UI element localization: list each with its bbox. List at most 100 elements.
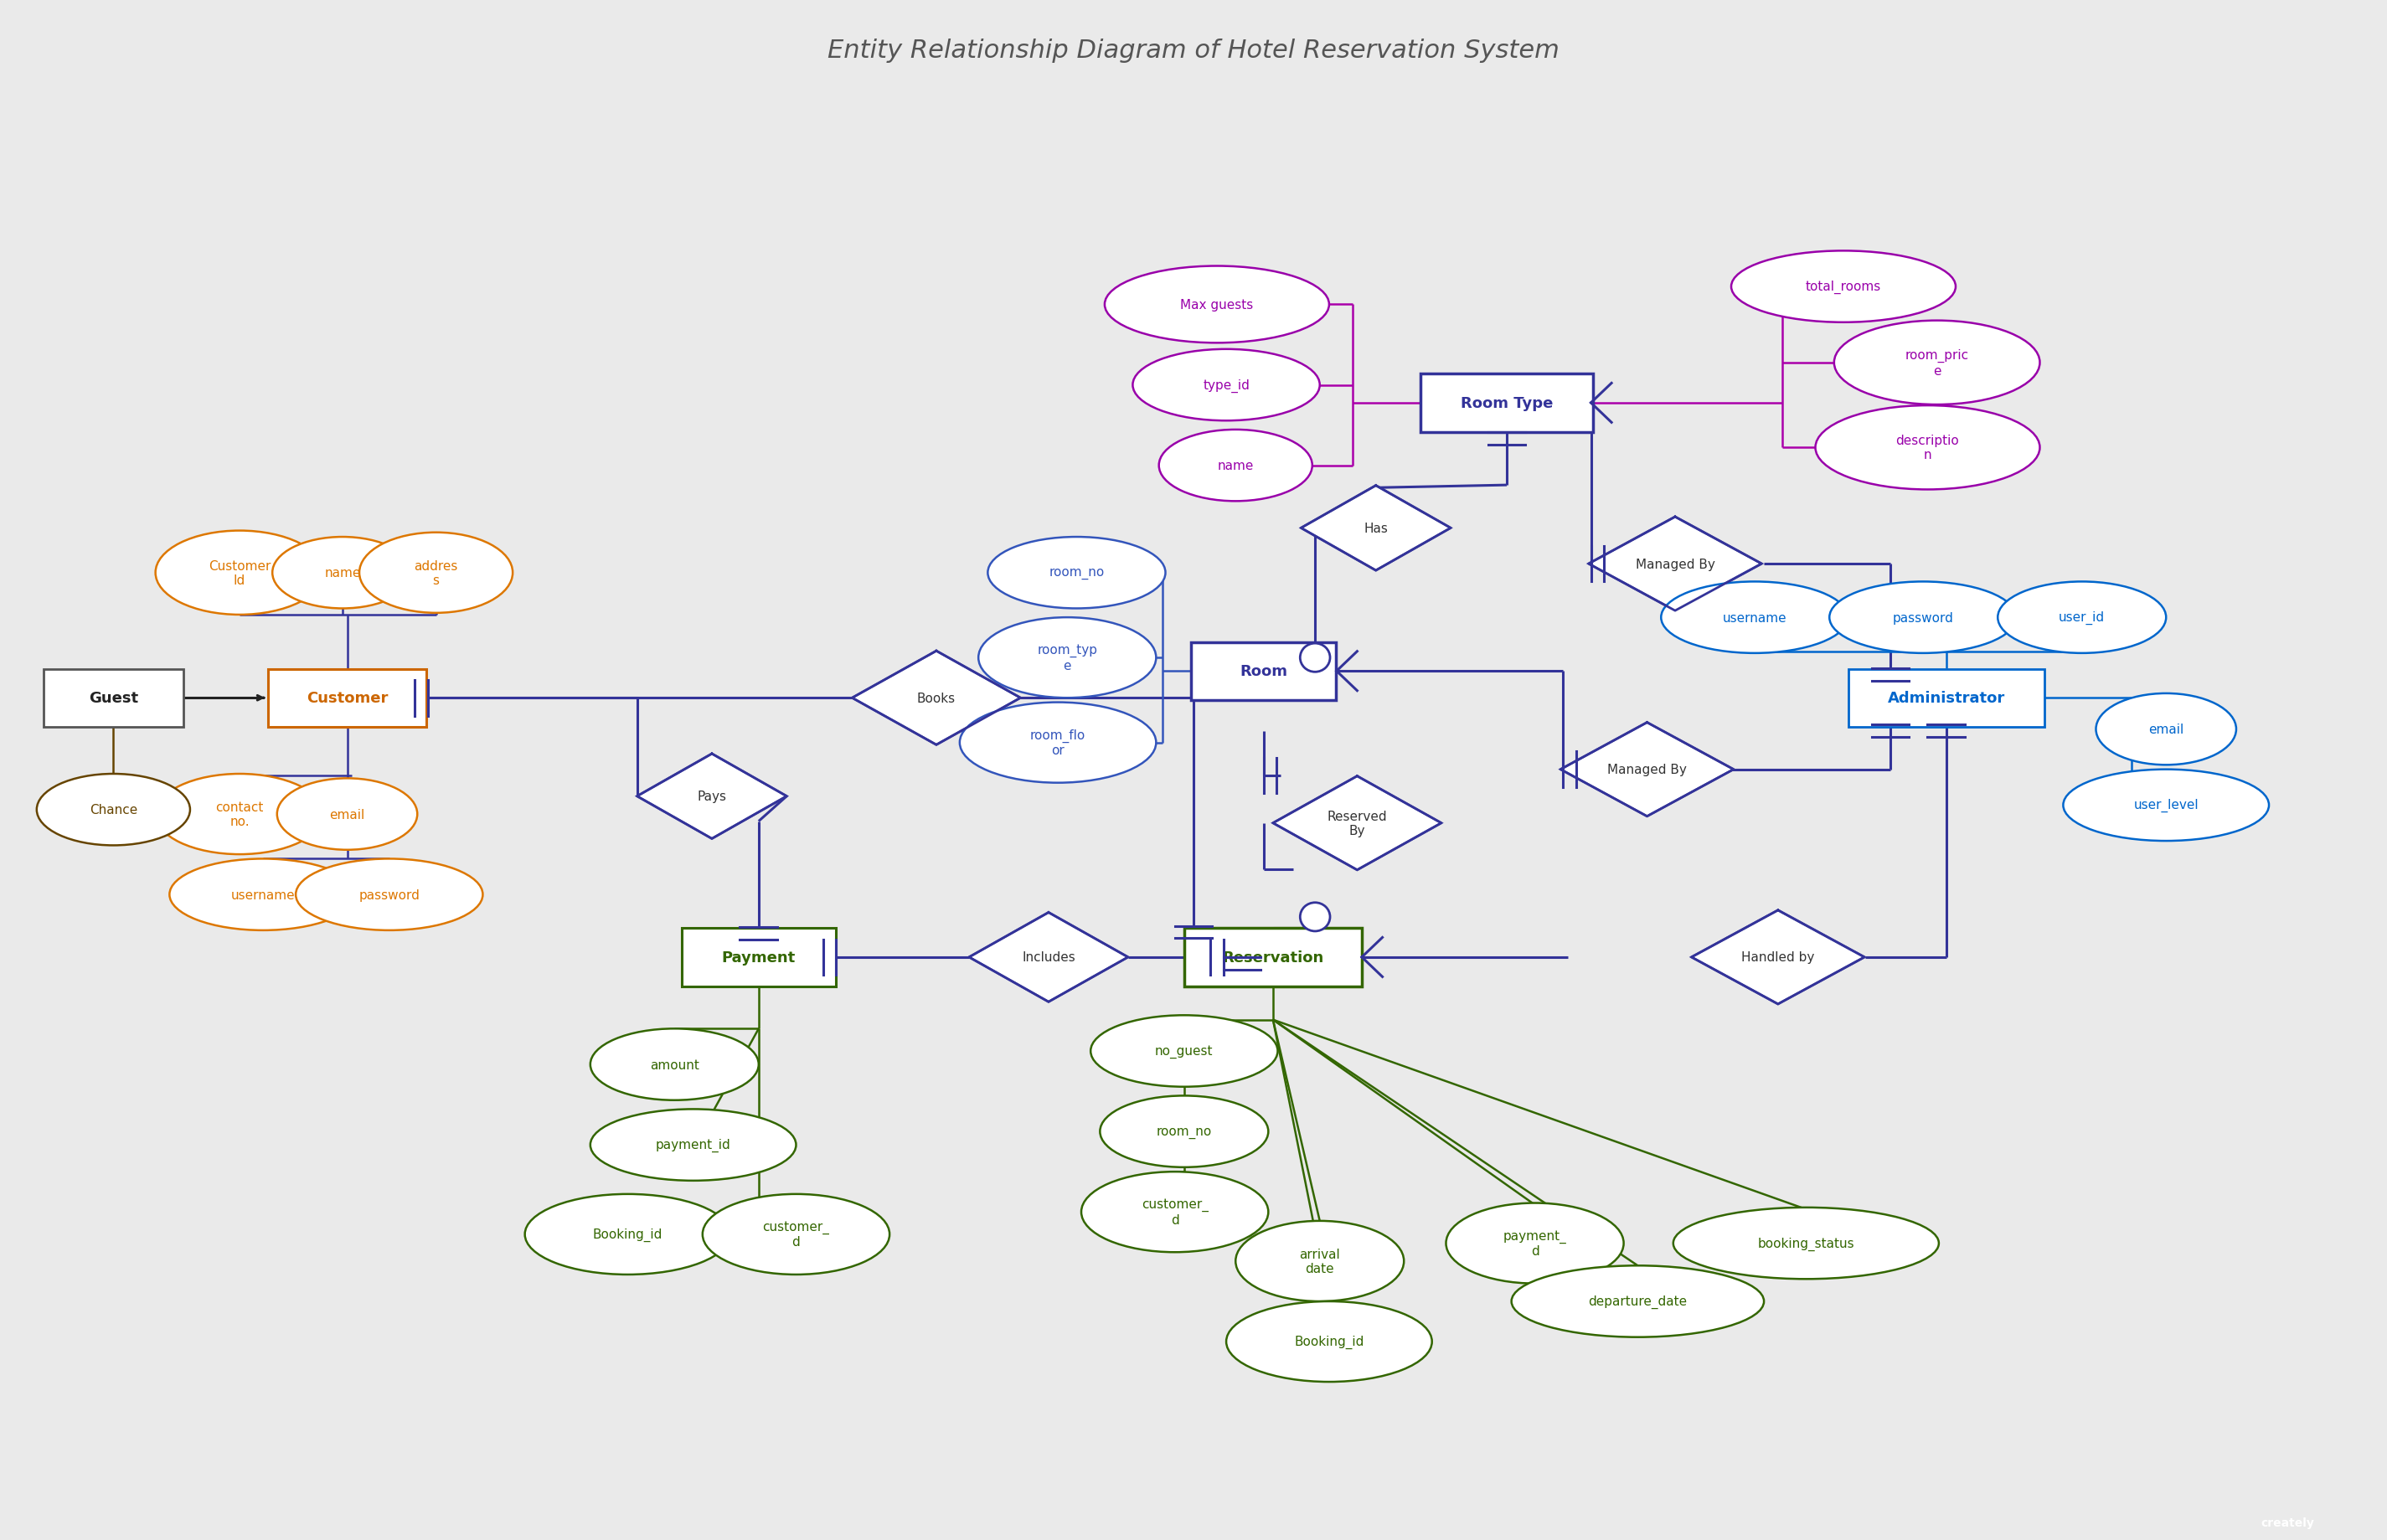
Text: addres
s: addres s bbox=[413, 559, 458, 587]
Polygon shape bbox=[637, 755, 788, 839]
Circle shape bbox=[1301, 644, 1330, 673]
Text: user_level: user_level bbox=[2134, 799, 2198, 812]
Text: room_pric
e: room_pric e bbox=[1905, 350, 1969, 377]
Polygon shape bbox=[852, 651, 1022, 745]
FancyBboxPatch shape bbox=[1191, 642, 1337, 701]
Ellipse shape bbox=[155, 775, 325, 855]
Ellipse shape bbox=[1661, 582, 1848, 653]
Text: customer_
d: customer_ d bbox=[761, 1221, 831, 1249]
Text: payment_
d: payment_ d bbox=[1504, 1229, 1566, 1257]
Text: Has: Has bbox=[1363, 522, 1387, 534]
Text: room_no: room_no bbox=[1155, 1126, 1213, 1138]
Text: contact
no.: contact no. bbox=[215, 801, 263, 829]
Circle shape bbox=[1301, 902, 1330, 932]
Text: Reservation: Reservation bbox=[1222, 950, 1325, 966]
Ellipse shape bbox=[525, 1194, 730, 1275]
Polygon shape bbox=[969, 913, 1129, 1003]
Text: Books: Books bbox=[917, 691, 955, 704]
Ellipse shape bbox=[1134, 350, 1320, 420]
Text: email: email bbox=[329, 808, 365, 821]
FancyBboxPatch shape bbox=[267, 670, 427, 727]
FancyBboxPatch shape bbox=[683, 929, 835, 987]
Text: Administrator: Administrator bbox=[1888, 691, 2005, 705]
Text: Booking_id: Booking_id bbox=[1294, 1335, 1363, 1349]
Text: Pays: Pays bbox=[697, 790, 726, 802]
Text: Room: Room bbox=[1239, 664, 1287, 679]
FancyBboxPatch shape bbox=[1848, 670, 2046, 727]
Text: Booking_id: Booking_id bbox=[592, 1227, 664, 1241]
Text: Handled by: Handled by bbox=[1743, 952, 1814, 964]
Ellipse shape bbox=[590, 1109, 795, 1181]
Text: name: name bbox=[325, 567, 360, 579]
Text: room_typ
e: room_typ e bbox=[1036, 644, 1098, 671]
Text: room_flo
or: room_flo or bbox=[1031, 728, 1086, 758]
Text: Customer
Id: Customer Id bbox=[208, 559, 270, 587]
Ellipse shape bbox=[2062, 770, 2270, 841]
Text: room_no: room_no bbox=[1048, 567, 1105, 579]
Text: type_id: type_id bbox=[1203, 379, 1251, 393]
Ellipse shape bbox=[1673, 1207, 1938, 1280]
Ellipse shape bbox=[988, 537, 1165, 608]
Text: Chance: Chance bbox=[88, 804, 138, 816]
Text: user_id: user_id bbox=[2060, 611, 2105, 625]
Polygon shape bbox=[1561, 722, 1733, 816]
Ellipse shape bbox=[1447, 1203, 1623, 1283]
Text: Max guests: Max guests bbox=[1179, 299, 1253, 311]
Text: Payment: Payment bbox=[721, 950, 795, 966]
Ellipse shape bbox=[702, 1194, 890, 1275]
Text: creately: creately bbox=[2260, 1517, 2315, 1528]
Text: Entity Relationship Diagram of Hotel Reservation System: Entity Relationship Diagram of Hotel Res… bbox=[828, 38, 1559, 63]
Ellipse shape bbox=[1998, 582, 2165, 653]
Text: email: email bbox=[2148, 724, 2184, 736]
FancyBboxPatch shape bbox=[1184, 929, 1363, 987]
Ellipse shape bbox=[277, 779, 418, 850]
Text: booking_status: booking_status bbox=[1757, 1237, 1855, 1250]
Text: Managed By: Managed By bbox=[1635, 557, 1714, 570]
Text: username: username bbox=[1723, 611, 1788, 624]
Text: payment_id: payment_id bbox=[656, 1138, 730, 1152]
Ellipse shape bbox=[155, 531, 325, 614]
Ellipse shape bbox=[1091, 1015, 1277, 1087]
Ellipse shape bbox=[1828, 582, 2017, 653]
Text: customer_
d: customer_ d bbox=[1141, 1198, 1208, 1226]
Text: descriptio
n: descriptio n bbox=[1895, 434, 1960, 462]
Text: Includes: Includes bbox=[1022, 952, 1074, 964]
Ellipse shape bbox=[1105, 266, 1330, 343]
Text: password: password bbox=[358, 889, 420, 901]
Text: name: name bbox=[1217, 459, 1253, 473]
Text: Customer: Customer bbox=[306, 691, 389, 705]
Polygon shape bbox=[1590, 517, 1762, 611]
FancyBboxPatch shape bbox=[43, 670, 184, 727]
FancyBboxPatch shape bbox=[1420, 374, 1592, 433]
Ellipse shape bbox=[960, 702, 1155, 784]
Ellipse shape bbox=[1236, 1221, 1404, 1301]
Text: username: username bbox=[232, 889, 296, 901]
Polygon shape bbox=[1692, 910, 1864, 1004]
Text: Managed By: Managed By bbox=[1606, 764, 1688, 776]
Text: Room Type: Room Type bbox=[1461, 396, 1554, 411]
Text: Reserved
By: Reserved By bbox=[1327, 810, 1387, 836]
Text: Guest: Guest bbox=[88, 691, 138, 705]
Ellipse shape bbox=[360, 533, 513, 613]
Ellipse shape bbox=[1833, 322, 2041, 405]
Ellipse shape bbox=[272, 537, 413, 608]
Ellipse shape bbox=[1081, 1172, 1267, 1252]
Text: arrival
date: arrival date bbox=[1299, 1247, 1339, 1275]
Ellipse shape bbox=[590, 1029, 759, 1101]
Ellipse shape bbox=[979, 618, 1155, 698]
Ellipse shape bbox=[1511, 1266, 1764, 1337]
Circle shape bbox=[2165, 1503, 2222, 1540]
Ellipse shape bbox=[169, 859, 356, 930]
Text: password: password bbox=[1893, 611, 1953, 624]
Text: total_rooms: total_rooms bbox=[1805, 280, 1881, 294]
Polygon shape bbox=[1301, 487, 1451, 571]
Ellipse shape bbox=[36, 775, 191, 845]
Ellipse shape bbox=[2096, 693, 2237, 765]
FancyBboxPatch shape bbox=[2160, 1489, 2387, 1540]
Text: amount: amount bbox=[649, 1058, 699, 1070]
Ellipse shape bbox=[1100, 1096, 1267, 1167]
Ellipse shape bbox=[1160, 430, 1313, 502]
Polygon shape bbox=[1272, 776, 1442, 870]
Ellipse shape bbox=[296, 859, 482, 930]
Ellipse shape bbox=[1227, 1301, 1432, 1381]
